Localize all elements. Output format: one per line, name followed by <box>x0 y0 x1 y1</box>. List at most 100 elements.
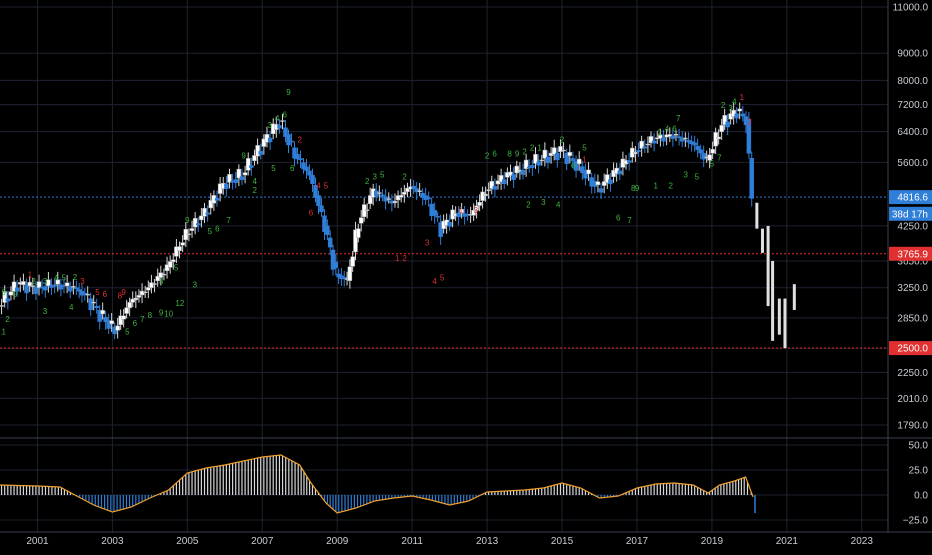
candle-up <box>551 147 557 155</box>
candle-down <box>520 169 526 175</box>
td-count-green: 9 <box>159 309 164 318</box>
price-label-text: 3765.9 <box>897 249 928 260</box>
candle-up <box>576 158 582 165</box>
td-count-red: 5 <box>440 274 445 283</box>
candle-down <box>224 183 229 189</box>
candle-up <box>252 155 257 162</box>
candle-up <box>55 279 61 285</box>
projection-bar <box>792 284 796 310</box>
candle-up <box>171 259 176 263</box>
oscillator-group <box>0 454 756 514</box>
candle-up <box>46 279 51 287</box>
candle-up <box>242 172 248 176</box>
candle-up <box>539 159 544 162</box>
time-tick-label: 2005 <box>176 536 199 547</box>
td-count-green: 2 <box>485 151 490 160</box>
td-count-red: 8 <box>118 292 123 301</box>
td-count-green: 5 <box>61 274 66 283</box>
price-label-box <box>889 206 932 221</box>
td-count-green: 2 <box>526 201 531 210</box>
candle-down <box>33 286 39 294</box>
td-count-green: 7 <box>717 153 722 162</box>
candle-up <box>358 217 364 224</box>
candle-down <box>695 146 700 150</box>
candle-up <box>109 320 114 325</box>
td-count-green: 3 <box>372 172 377 181</box>
candle-up <box>495 180 501 185</box>
td-count-green: 3 <box>683 170 688 179</box>
candle-down <box>94 306 99 309</box>
candle-up <box>152 283 157 285</box>
candle-down <box>447 222 452 227</box>
price-tick-label: 7200.0 <box>897 100 928 111</box>
candle-up <box>2 291 7 303</box>
candle-down <box>43 286 48 291</box>
candle-down <box>74 287 79 289</box>
td-count-green: 5 <box>582 143 587 152</box>
candle-down <box>68 286 73 292</box>
td-count-green: 1 <box>2 328 7 337</box>
candle-down <box>239 176 245 180</box>
candle-up <box>398 195 404 198</box>
candle-up <box>280 120 285 122</box>
price-tick-label: 5600.0 <box>897 158 928 169</box>
td-count-green: 9 <box>286 88 291 97</box>
candle-down <box>97 309 102 322</box>
candle-up <box>459 209 464 214</box>
osc-tick-label: 50.0 <box>909 441 929 452</box>
candle-down <box>492 186 498 190</box>
candle-down <box>301 162 306 170</box>
candle-down <box>14 287 20 292</box>
candle-down <box>564 152 569 164</box>
td-count-green: 6 <box>571 162 576 171</box>
projection-bar <box>760 228 764 253</box>
candle-up <box>91 301 96 304</box>
candle-down <box>341 277 347 280</box>
candle-up <box>498 175 504 183</box>
candle-down <box>530 164 535 168</box>
candle-up <box>483 193 488 196</box>
candle-down <box>746 119 752 154</box>
candle-up <box>567 152 573 157</box>
td-count-red: 6 <box>309 208 314 217</box>
price-tick-label: 2250.0 <box>897 368 928 379</box>
td-count-green: 7 <box>676 114 681 123</box>
td-count-green: 3 <box>268 121 273 130</box>
candle-down <box>277 125 282 129</box>
candle-down <box>82 292 88 295</box>
candle-up <box>202 208 207 217</box>
td-count-green: 8 <box>507 149 512 158</box>
candle-down <box>411 185 416 189</box>
candle-down <box>679 137 685 142</box>
candles-group <box>0 102 796 349</box>
candle-up <box>710 149 715 154</box>
td-count-red: 3 <box>474 206 479 215</box>
td-count-green: 9 <box>13 290 18 299</box>
td-count-green: 6 <box>616 214 621 223</box>
price-label-text: 4816.6 <box>897 193 928 204</box>
candle-down <box>58 284 64 290</box>
osc-tick-label: 0.0 <box>914 491 928 502</box>
candle-down <box>598 188 604 193</box>
candle-up <box>386 198 391 200</box>
candle-up <box>558 146 563 152</box>
td-count-green: 6 <box>290 164 295 173</box>
candle-down <box>286 134 291 146</box>
candle-down <box>438 222 443 237</box>
candle-up <box>199 215 204 221</box>
td-count-green: 2 <box>73 273 78 282</box>
price-label-box <box>889 341 932 356</box>
candle-down <box>740 113 746 117</box>
td-count-green: 2 <box>721 101 726 110</box>
candle-down <box>313 185 318 198</box>
candle-up <box>227 174 232 183</box>
td-count-green: 4 <box>732 98 737 107</box>
candle-up <box>100 310 105 315</box>
td-count-red: 1 <box>582 155 587 164</box>
candle-up <box>139 290 145 296</box>
candle-down <box>502 179 507 184</box>
candle-up <box>236 168 242 179</box>
price-label-box <box>889 246 932 261</box>
candle-up <box>561 149 566 152</box>
